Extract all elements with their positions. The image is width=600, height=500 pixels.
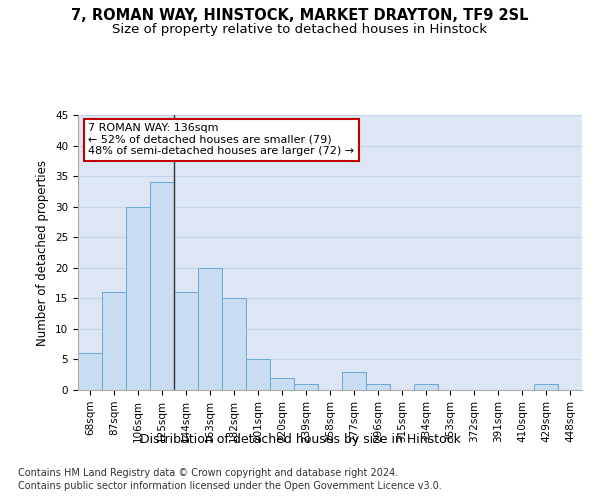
Text: Distribution of detached houses by size in Hinstock: Distribution of detached houses by size … (140, 432, 460, 446)
Text: 7 ROMAN WAY: 136sqm
← 52% of detached houses are smaller (79)
48% of semi-detach: 7 ROMAN WAY: 136sqm ← 52% of detached ho… (88, 123, 354, 156)
Bar (174, 292, 198, 390)
Bar (246, 360, 270, 390)
Bar (222, 298, 246, 390)
Text: Contains HM Land Registry data © Crown copyright and database right 2024.: Contains HM Land Registry data © Crown c… (18, 468, 398, 477)
Bar (150, 182, 174, 390)
Bar (342, 372, 366, 390)
Bar (294, 384, 318, 390)
Y-axis label: Number of detached properties: Number of detached properties (37, 160, 49, 346)
Bar (366, 384, 390, 390)
Bar (270, 378, 294, 390)
Text: Contains public sector information licensed under the Open Government Licence v3: Contains public sector information licen… (18, 481, 442, 491)
Text: Size of property relative to detached houses in Hinstock: Size of property relative to detached ho… (113, 22, 487, 36)
Bar (534, 384, 558, 390)
Bar (78, 354, 102, 390)
Bar (126, 206, 150, 390)
Text: 7, ROMAN WAY, HINSTOCK, MARKET DRAYTON, TF9 2SL: 7, ROMAN WAY, HINSTOCK, MARKET DRAYTON, … (71, 8, 529, 22)
Bar (102, 292, 126, 390)
Bar (414, 384, 438, 390)
Bar (198, 268, 222, 390)
